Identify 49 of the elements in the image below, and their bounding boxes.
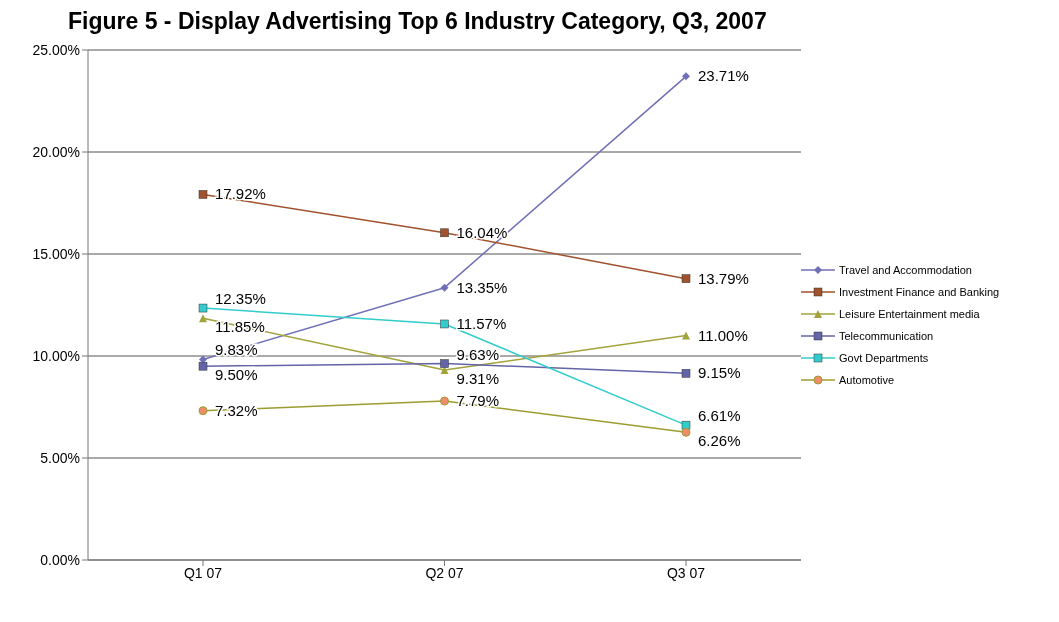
point	[440, 283, 449, 292]
data-label: 9.31%	[456, 370, 500, 388]
y-tick-label: 5.00%	[40, 449, 80, 466]
legend-label: Investment Finance and Banking	[839, 285, 1000, 300]
point	[198, 303, 208, 313]
point	[440, 366, 449, 375]
y-tick-label: 15.00%	[32, 245, 80, 262]
y-tick-label: 20.00%	[32, 143, 80, 160]
data-label: 17.92%	[215, 185, 266, 203]
point	[440, 228, 449, 238]
y-tick-label: 0.00%	[40, 551, 80, 568]
y-tick-label: 10.00%	[32, 347, 80, 364]
chart-title: Figure 5 - Display Advertising Top 6 Industry Category, Q3, 2007	[67, 8, 768, 36]
data-label: 23.71%	[698, 67, 749, 85]
point	[681, 369, 691, 378]
data-label: 13.35%	[456, 278, 508, 296]
y-tick-label: 25.00%	[32, 41, 80, 58]
data-label: 7.79%	[456, 392, 500, 410]
point	[681, 274, 691, 283]
point	[198, 190, 208, 199]
x-tick-label: Q3 07	[666, 564, 706, 581]
data-label: 13.79%	[698, 269, 749, 287]
legend-label: Govt Departments	[839, 351, 929, 366]
point	[682, 72, 690, 81]
point	[440, 319, 449, 329]
point	[199, 314, 207, 323]
data-label: 6.26%	[698, 432, 741, 450]
point	[199, 355, 207, 364]
point	[681, 420, 691, 430]
data-label: 16.04%	[456, 223, 508, 241]
data-label: 12.35%	[215, 290, 266, 308]
legend-label: Automotive	[839, 373, 895, 388]
legend-label: Telecommunication	[839, 329, 934, 344]
point	[681, 427, 691, 437]
point	[198, 361, 208, 371]
data-label: 6.61%	[698, 407, 741, 425]
point	[198, 406, 208, 416]
point	[440, 359, 449, 368]
legend-label: Travel and Accommodation	[839, 263, 972, 278]
data-label: 9.63%	[456, 345, 500, 363]
x-tick-label: Q1 07	[183, 564, 223, 581]
data-label: 9.15%	[698, 364, 741, 382]
point	[440, 396, 449, 406]
data-label: 11.57%	[456, 314, 507, 332]
data-label: 11.00%	[698, 326, 748, 344]
x-tick-label: Q2 07	[425, 564, 464, 581]
point	[682, 331, 690, 340]
legend-label: Leisure Entertainment media	[839, 307, 980, 322]
data-label: 9.50%	[215, 366, 258, 384]
